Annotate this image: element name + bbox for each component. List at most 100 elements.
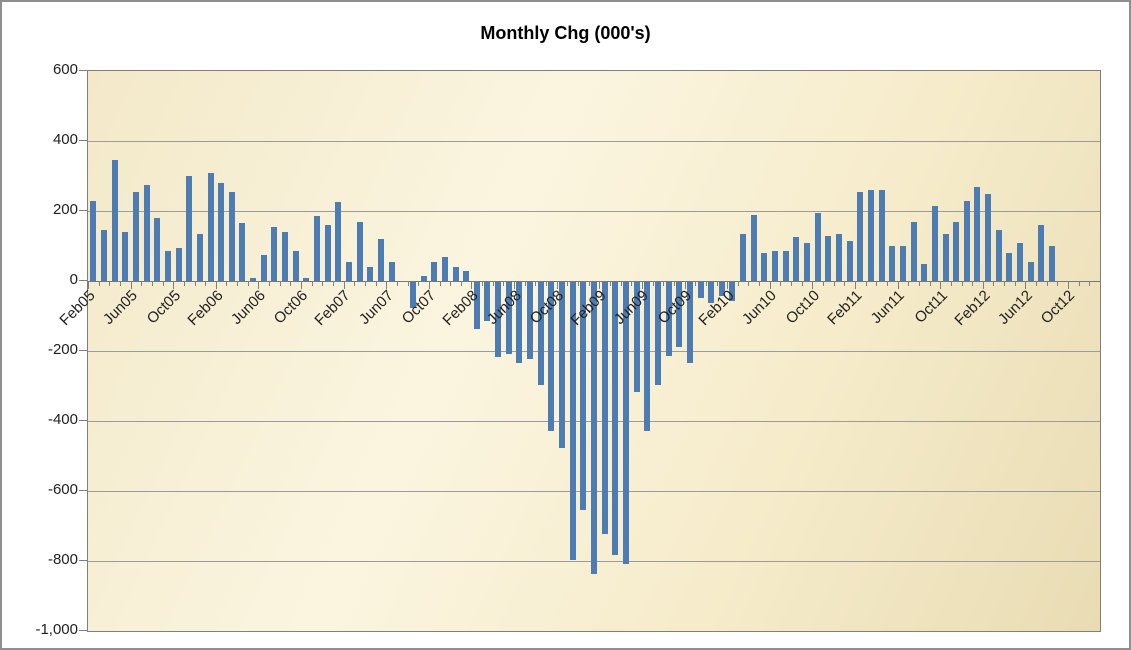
bar-Jun05 [132, 191, 139, 281]
x-axis-tick [290, 281, 292, 286]
y-axis-label--600: -600 [47, 481, 78, 498]
bar-Feb12 [985, 193, 992, 281]
x-axis-zero-line [88, 281, 1100, 282]
bar-Oct08 [559, 282, 566, 449]
x-axis-tick [183, 281, 185, 286]
x-axis-tick [716, 281, 718, 286]
x-axis-tick [663, 281, 665, 286]
x-axis-tick [918, 281, 920, 286]
x-axis-tick [769, 281, 771, 289]
y-axis-tick [79, 490, 87, 491]
bar-Jan06 [207, 172, 214, 281]
bar-Aug10 [793, 237, 800, 281]
x-axis-tick [556, 281, 558, 289]
bar-Apr08 [495, 282, 502, 358]
bar-Mar12 [995, 230, 1002, 281]
bar-Mar09 [612, 282, 619, 555]
y-axis-label--400: -400 [47, 411, 78, 428]
x-axis-tick [237, 281, 239, 286]
x-axis-tick [98, 281, 100, 286]
bar-Nov09 [697, 282, 704, 298]
bar-Jun08 [516, 282, 523, 363]
bar-May10 [761, 253, 768, 281]
bar-Aug09 [665, 282, 672, 356]
x-axis-tick [205, 281, 207, 286]
y-axis-label--800: -800 [47, 551, 78, 568]
bar-Mar11 [867, 190, 874, 281]
bar-Jul10 [782, 251, 789, 281]
gridline-400 [88, 141, 1100, 142]
bar-Jun09 [644, 282, 651, 431]
bar-Jul09 [654, 282, 661, 386]
x-axis-tick [258, 281, 260, 289]
bar-Mar06 [228, 191, 235, 281]
x-axis-tick [396, 281, 398, 286]
x-axis-tick [322, 281, 324, 286]
x-axis-tick [428, 281, 430, 289]
bar-Feb06 [218, 183, 225, 281]
x-axis-tick [535, 281, 537, 286]
x-axis-tick [279, 281, 281, 286]
bar-Jan11 [846, 240, 853, 281]
bar-Mar05 [100, 230, 107, 281]
x-axis-tick [1046, 281, 1048, 286]
bar-Dec08 [580, 282, 587, 510]
bar-Nov08 [569, 282, 576, 561]
x-axis-tick [737, 281, 739, 286]
x-axis-tick [1089, 281, 1091, 286]
bar-Dec10 [836, 233, 842, 281]
x-axis-tick [141, 281, 143, 286]
y-axis-label-0: 0 [69, 271, 78, 288]
bar-Feb08 [473, 282, 480, 330]
bar-Oct11 [942, 233, 949, 281]
bar-Jul11 [910, 221, 917, 281]
bar-Feb11 [857, 191, 864, 281]
bar-Jun10 [772, 251, 779, 281]
x-axis-tick [1004, 281, 1006, 286]
x-axis-tick [354, 281, 356, 286]
x-axis-tick [460, 281, 462, 286]
bar-Jul05 [143, 184, 150, 281]
x-axis-tick [695, 281, 697, 286]
x-axis-tick [109, 281, 111, 286]
x-axis-tick [950, 281, 952, 286]
x-axis-tick [333, 281, 334, 286]
bar-Mar08 [484, 282, 491, 321]
bar-Sep07 [420, 275, 427, 281]
x-axis-tick [546, 281, 548, 286]
x-axis-tick [407, 281, 409, 286]
x-axis-tick [801, 281, 803, 286]
bar-Apr06 [239, 223, 246, 281]
x-axis-tick [269, 281, 271, 286]
bar-Oct06 [303, 277, 310, 281]
bar-Sep11 [931, 205, 938, 281]
gridline-200 [88, 211, 1100, 212]
bar-Jun11 [899, 246, 906, 281]
bar-Jul12 [1038, 225, 1045, 281]
y-axis-tick [79, 70, 87, 71]
x-axis-tick [588, 281, 590, 286]
x-axis-tick [705, 281, 707, 286]
y-axis-label--1000: -1,000 [35, 621, 78, 638]
bar-Jan12 [974, 186, 981, 281]
bar-May08 [505, 282, 512, 354]
x-axis-tick [865, 281, 867, 286]
x-axis-tick [173, 281, 175, 289]
bar-Jun12 [1027, 261, 1034, 281]
bar-Aug11 [921, 263, 928, 281]
x-axis-tick [1014, 281, 1016, 286]
x-axis-tick [780, 281, 782, 286]
x-axis-tick [791, 281, 793, 286]
x-axis-tick [823, 281, 825, 286]
x-axis-tick [439, 281, 441, 286]
x-axis-tick [1057, 281, 1059, 286]
x-axis-tick [748, 281, 750, 286]
x-axis-tick [812, 281, 814, 289]
x-axis-tick [929, 281, 931, 286]
bar-Aug12 [1049, 246, 1056, 281]
bar-Apr05 [111, 160, 118, 281]
x-axis-tick [1078, 281, 1080, 286]
bar-Apr11 [878, 190, 885, 281]
y-axis-tick [79, 420, 87, 421]
bar-Feb05 [90, 200, 97, 281]
